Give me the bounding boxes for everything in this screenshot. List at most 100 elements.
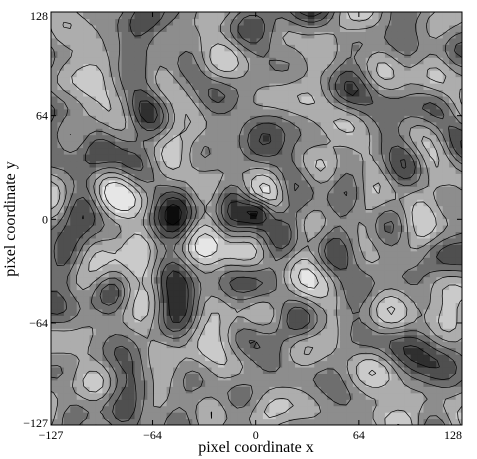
contour-cell <box>153 70 161 78</box>
contour-cell <box>449 108 457 116</box>
contour-cell <box>397 50 405 58</box>
contour-cell <box>140 418 148 425</box>
contour-cell <box>397 257 405 265</box>
contour-cell <box>339 108 347 116</box>
contour-cell <box>173 192 181 200</box>
contour-cell <box>89 121 97 129</box>
contour-cell <box>70 257 78 265</box>
contour-cell <box>115 12 123 20</box>
contour-cell <box>359 308 367 316</box>
contour-cell <box>404 160 412 168</box>
contour-cell <box>455 37 462 45</box>
contour-cell <box>140 82 148 91</box>
contour-cell <box>140 257 148 265</box>
contour-cell <box>256 121 264 129</box>
contour-cell <box>237 366 245 374</box>
contour-cell <box>352 95 360 103</box>
contour-cell <box>295 31 303 39</box>
contour-cell <box>301 302 309 310</box>
contour-cell <box>314 328 322 336</box>
contour-cell <box>333 224 341 232</box>
contour-cell <box>57 315 65 323</box>
contour-cell <box>185 186 193 194</box>
contour-cell <box>327 134 335 142</box>
contour-cell <box>327 173 335 181</box>
contour-cell <box>140 283 148 291</box>
contour-cell <box>89 418 97 425</box>
contour-cell <box>442 212 450 220</box>
contour-cell <box>327 31 335 39</box>
contour-cell <box>417 263 425 271</box>
contour-cell <box>391 270 399 278</box>
contour-cell <box>83 347 91 355</box>
contour-cell <box>384 128 392 136</box>
contour-cell <box>339 276 347 284</box>
contour-cell <box>51 270 59 278</box>
contour-cell <box>115 166 123 174</box>
contour-cell <box>134 250 142 258</box>
contour-cell <box>243 121 251 129</box>
contour-cell <box>237 115 245 123</box>
contour-cell <box>417 50 425 58</box>
contour-cell <box>288 366 296 374</box>
contour-cell <box>359 354 367 362</box>
contour-cell <box>314 405 322 413</box>
contour-cell <box>211 57 219 65</box>
contour-cell <box>275 108 283 116</box>
contour-cell <box>83 270 91 278</box>
contour-cell <box>410 89 418 97</box>
contour-cell <box>160 321 168 329</box>
contour-cell <box>70 250 78 258</box>
contour-cell <box>89 360 97 368</box>
contour-cell <box>346 418 354 425</box>
contour-cell <box>153 95 161 103</box>
contour-cell <box>365 315 373 323</box>
contour-cell <box>262 321 270 329</box>
contour-cell <box>269 205 277 213</box>
contour-cell <box>301 141 309 149</box>
contour-cell <box>359 412 367 420</box>
contour-cell <box>179 399 187 407</box>
contour-cell <box>275 192 283 200</box>
contour-cell <box>166 121 174 129</box>
contour-cell <box>256 334 264 342</box>
contour-cell <box>320 347 328 355</box>
contour-cell <box>230 283 238 291</box>
contour-cell <box>89 373 97 381</box>
contour-cell <box>327 224 335 232</box>
contour-cell <box>404 108 412 116</box>
contour-cell <box>185 160 193 168</box>
contour-cell <box>128 231 136 239</box>
contour-cell <box>423 250 431 258</box>
contour-cell <box>269 257 277 265</box>
contour-cell <box>449 386 457 394</box>
contour-cell <box>333 263 341 271</box>
contour-cell <box>179 24 187 32</box>
contour-cell <box>365 231 373 239</box>
contour-cell <box>307 37 315 45</box>
contour-cell <box>224 153 232 162</box>
contour-cell <box>275 115 283 123</box>
contour-cell <box>423 405 431 413</box>
contour-cell <box>185 412 193 420</box>
contour-cell <box>179 341 187 349</box>
contour-cell <box>250 141 258 149</box>
contour-cell <box>436 237 444 245</box>
contour-cell <box>262 328 270 336</box>
contour-cell <box>173 386 181 394</box>
contour-cell <box>237 244 245 252</box>
contour-cell <box>288 115 296 123</box>
contour-cell <box>179 70 187 78</box>
contour-cell <box>179 366 187 374</box>
contour-cell <box>192 276 200 284</box>
contour-cell <box>282 328 290 336</box>
contour-cell <box>243 418 251 425</box>
contour-cell <box>262 405 270 413</box>
contour-cell <box>121 147 129 155</box>
contour-cell <box>63 392 71 400</box>
contour-cell <box>134 399 142 407</box>
contour-cell <box>108 160 116 168</box>
contour-cell <box>282 315 290 323</box>
contour-cell <box>352 270 360 278</box>
contour-cell <box>205 392 213 400</box>
